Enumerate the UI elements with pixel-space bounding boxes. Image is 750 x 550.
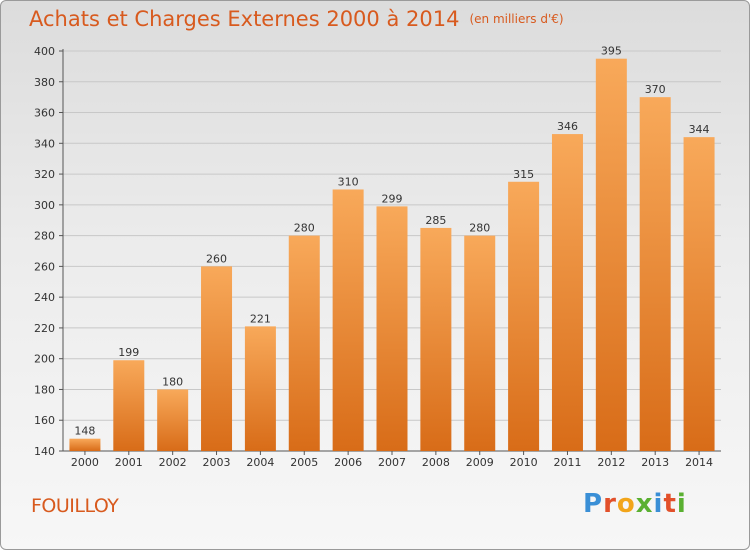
x-tick-label: 2003: [203, 456, 231, 469]
x-tick-label: 2008: [422, 456, 450, 469]
commune-name: FOUILLOY: [31, 495, 119, 517]
logo-letter: i: [653, 489, 664, 519]
x-tick-label: 2001: [115, 456, 143, 469]
data-label: 180: [162, 375, 183, 388]
bar-2009: [464, 235, 496, 451]
y-tick-label: 160: [34, 414, 55, 427]
data-label: 221: [250, 312, 271, 325]
bar-2001: [113, 360, 145, 451]
x-tick-label: 2002: [159, 456, 187, 469]
data-label: 310: [338, 175, 359, 188]
data-label: 260: [206, 252, 227, 265]
bar-2002: [157, 389, 189, 451]
y-tick-label: 220: [34, 322, 55, 335]
y-tick-label: 380: [34, 76, 55, 89]
data-label: 344: [689, 123, 710, 136]
x-tick-label: 2010: [510, 456, 538, 469]
y-tick-label: 180: [34, 383, 55, 396]
data-label: 346: [557, 120, 578, 133]
y-tick-label: 260: [34, 260, 55, 273]
y-tick-label: 300: [34, 199, 55, 212]
y-tick-label: 140: [34, 445, 55, 458]
data-label: 148: [74, 425, 95, 438]
y-tick-label: 320: [34, 168, 55, 181]
logo-letter: x: [635, 489, 654, 519]
bar-2000: [69, 438, 101, 451]
x-tick-label: 2007: [378, 456, 406, 469]
y-tick-label: 280: [34, 230, 55, 243]
data-labels: 148 199 180 260 221 280 310 299 285 280 315 346 395 3…: [74, 45, 709, 438]
data-label: 285: [425, 214, 446, 227]
logo-letter: P: [583, 489, 604, 519]
x-tick-label: 2011: [553, 456, 581, 469]
bar-2004: [244, 326, 276, 451]
x-tick-label: 2009: [466, 456, 494, 469]
chart-title-text: Achats et Charges Externes 2000 à 2014: [29, 7, 460, 31]
data-label: 315: [513, 168, 534, 181]
x-tick-label: 2006: [334, 456, 362, 469]
logo-letter: o: [616, 489, 636, 519]
bars: [69, 58, 715, 452]
logo-letter: t: [663, 489, 677, 519]
y-tick-label: 240: [34, 291, 55, 304]
data-label: 199: [118, 346, 139, 359]
data-label: 395: [601, 45, 622, 58]
logo-letter: i: [676, 489, 687, 519]
x-tick-labels: 2000 2001 2002 2003 2004 2005 2006 2007 2008 2009…: [71, 456, 713, 469]
chart-title: Achats et Charges Externes 2000 à 2014 (e…: [29, 7, 564, 31]
proxiti-logo[interactable]: Proxiti: [583, 489, 687, 519]
unit-note: (en milliers d'€): [469, 12, 564, 26]
data-label: 299: [382, 192, 403, 205]
bar-2003: [201, 266, 233, 451]
data-label: 370: [645, 83, 666, 96]
bar-2013: [639, 97, 671, 452]
x-tick-label: 2012: [597, 456, 625, 469]
bar-2011: [551, 134, 583, 452]
logo-letter: r: [603, 489, 617, 519]
bar-2010: [508, 181, 540, 451]
bar-2006: [332, 189, 364, 451]
x-tick-label: 2000: [71, 456, 99, 469]
data-label: 280: [294, 222, 315, 235]
y-tick-label: 340: [34, 137, 55, 150]
x-tick-label: 2014: [685, 456, 713, 469]
bar-2005: [288, 235, 320, 451]
y-tick-label: 360: [34, 107, 55, 120]
bar-2012: [595, 58, 627, 451]
x-tick-label: 2013: [641, 456, 669, 469]
bar-2008: [420, 227, 452, 451]
y-tick-label: 400: [34, 45, 55, 58]
data-label: 280: [469, 222, 490, 235]
y-tick-labels: 140 160 180 200 220 240 260 280 300 320 340 360 380 4…: [34, 45, 55, 458]
x-tick-label: 2005: [290, 456, 318, 469]
bar-2007: [376, 206, 408, 451]
bar-2014: [683, 137, 715, 451]
x-tick-label: 2004: [246, 456, 274, 469]
y-tick-label: 200: [34, 353, 55, 366]
